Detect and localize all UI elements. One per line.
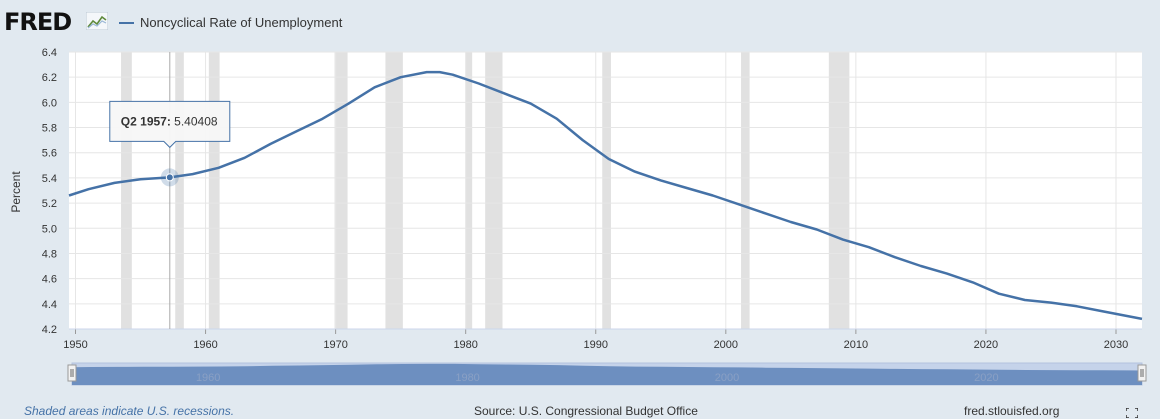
y-tick-label: 6.4 [42, 47, 57, 59]
navigator-handle-body[interactable] [67, 364, 77, 382]
recession-band [385, 52, 403, 329]
hover-point[interactable] [165, 173, 174, 182]
series-line[interactable] [68, 70, 1143, 321]
tooltip: Q2 1957: 5.40408 [109, 100, 231, 149]
y-axis: 4.2 4.4 4.6 4.8 5.0 5.2 5.4 5.6 5.8 6.0 6.2 6.4 [42, 47, 57, 336]
source-note: Source: U.S. Congressional Budget Office [474, 404, 698, 418]
recession-band [465, 52, 473, 329]
recession-note: Shaded areas indicate U.S. recessions. [24, 404, 235, 418]
fred-logo[interactable]: FRED [4, 8, 72, 36]
range-navigator: 1960 1980 2000 2020 [67, 362, 1147, 386]
tooltip-date-label: Q2 1957: [121, 114, 171, 128]
navigator-handle[interactable] [67, 364, 77, 382]
x-tick-label: 2030 [1104, 339, 1128, 351]
y-axis-label: Percent [9, 171, 23, 213]
x-tick-label: 1970 [323, 339, 347, 351]
x-tick-label: 1950 [63, 339, 87, 351]
recession-band [175, 52, 184, 329]
x-tick-label: 1960 [193, 339, 217, 351]
tooltip-box [109, 100, 231, 149]
tooltip-layer: Q2 1957: 5.40408 [109, 52, 231, 329]
y-tick-label: 4.6 [42, 274, 57, 286]
x-tick-label: 1980 [453, 339, 477, 351]
y-tick-label: 6.0 [42, 97, 57, 109]
y-tick-label: 5.4 [42, 173, 57, 185]
series-layer [68, 70, 1143, 321]
y-tick-label: 5.8 [42, 123, 57, 135]
legend-swatch [119, 22, 134, 24]
recession-band [208, 52, 220, 329]
fullscreen-icon[interactable] [1126, 408, 1138, 418]
x-tick-label: 2000 [714, 339, 738, 351]
recession-band [334, 52, 348, 329]
x-tick-label: 1990 [584, 339, 608, 351]
chart-area: 4.2 4.4 4.6 4.8 5.0 5.2 5.4 5.6 5.8 6.0 6.2 6.4 195… [9, 47, 1147, 386]
navigator-tick-label: 1960 [196, 372, 220, 384]
fred-url-link[interactable]: fred.stlouisfed.org [964, 404, 1060, 418]
recession-band [121, 52, 132, 329]
navigator-handle[interactable] [1137, 364, 1147, 382]
fred-graph-icon [86, 12, 108, 30]
y-tick-label: 5.6 [42, 148, 57, 160]
y-tick-label: 4.2 [42, 324, 57, 336]
y-tick-label: 5.2 [42, 198, 57, 210]
legend-label: Noncyclical Rate of Unemployment [140, 15, 343, 30]
recession-band [485, 52, 503, 329]
y-tick-label: 6.2 [42, 72, 57, 84]
tooltip-value: 5.40408 [171, 114, 218, 128]
recession-band [741, 52, 750, 329]
recession-band [828, 52, 850, 329]
y-tick-label: 5.0 [42, 223, 57, 235]
x-axis: 1950 1960 1970 1980 1990 2000 2010 2020 2030 [63, 328, 1142, 351]
tooltip-text: Q2 1957: 5.40408 [121, 114, 218, 128]
y-tick-label: 4.8 [42, 248, 57, 260]
recession-band [602, 52, 611, 329]
navigator-tick-label: 2020 [974, 372, 998, 384]
x-tick-label: 2020 [974, 339, 998, 351]
navigator-series-area [72, 363, 1142, 385]
chart-header: FRED Noncyclical Rate of Unemployment [0, 0, 1160, 44]
navigator-handle-body[interactable] [1137, 364, 1147, 382]
navigator-tick-label: 1980 [455, 372, 479, 384]
x-tick-label: 2010 [844, 339, 868, 351]
navigator-tick-label: 2000 [715, 372, 739, 384]
recession-bands [121, 52, 850, 329]
y-tick-label: 4.4 [42, 299, 57, 311]
